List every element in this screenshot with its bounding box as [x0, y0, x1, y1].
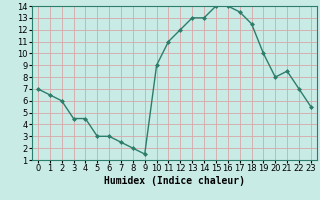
X-axis label: Humidex (Indice chaleur): Humidex (Indice chaleur) — [104, 176, 245, 186]
